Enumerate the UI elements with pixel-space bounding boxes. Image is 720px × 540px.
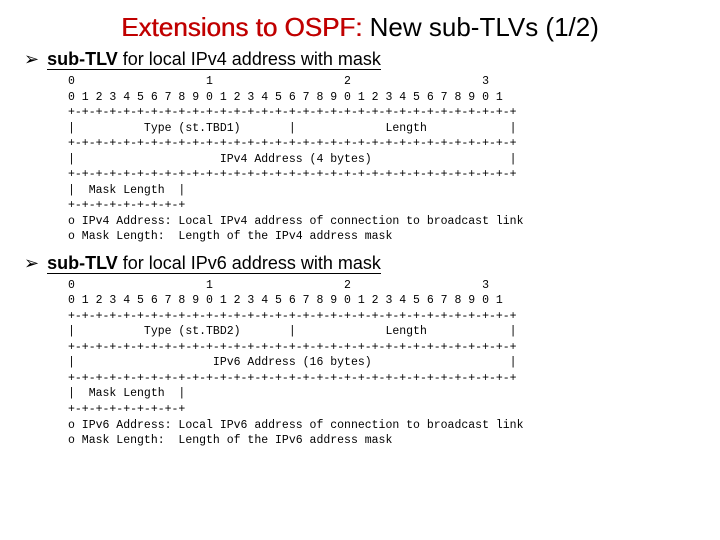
packet-diagram-ipv4: 0 1 2 3 0 1 2 3 4 5 6 7 8 9 0 1 2 3 4 5 … xyxy=(68,74,702,245)
section-label-rest: for local IPv6 address with mask xyxy=(118,253,381,274)
section-head-ipv4: ➢ sub-TLV for local IPv4 address with ma… xyxy=(24,49,702,70)
slide: Extensions to OSPF: New sub-TLVs (1/2) ➢… xyxy=(0,0,720,540)
section-label-bold: sub-TLV xyxy=(47,49,118,70)
section-ipv6: ➢ sub-TLV for local IPv6 address with ma… xyxy=(24,253,702,449)
section-label-rest: for local IPv4 address with mask xyxy=(118,49,381,70)
section-ipv4: ➢ sub-TLV for local IPv4 address with ma… xyxy=(24,49,702,245)
bullet-arrow-icon: ➢ xyxy=(24,253,39,274)
slide-title: Extensions to OSPF: New sub-TLVs (1/2) xyxy=(18,12,702,43)
section-head-ipv6: ➢ sub-TLV for local IPv6 address with ma… xyxy=(24,253,702,274)
section-label-bold: sub-TLV xyxy=(47,253,118,274)
title-highlight: Extensions to OSPF: xyxy=(121,12,370,42)
packet-diagram-ipv6: 0 1 2 3 0 1 2 3 4 5 6 7 8 9 0 1 2 3 4 5 … xyxy=(68,278,702,449)
bullet-arrow-icon: ➢ xyxy=(24,49,39,70)
title-rest: New sub-TLVs (1/2) xyxy=(370,12,599,42)
